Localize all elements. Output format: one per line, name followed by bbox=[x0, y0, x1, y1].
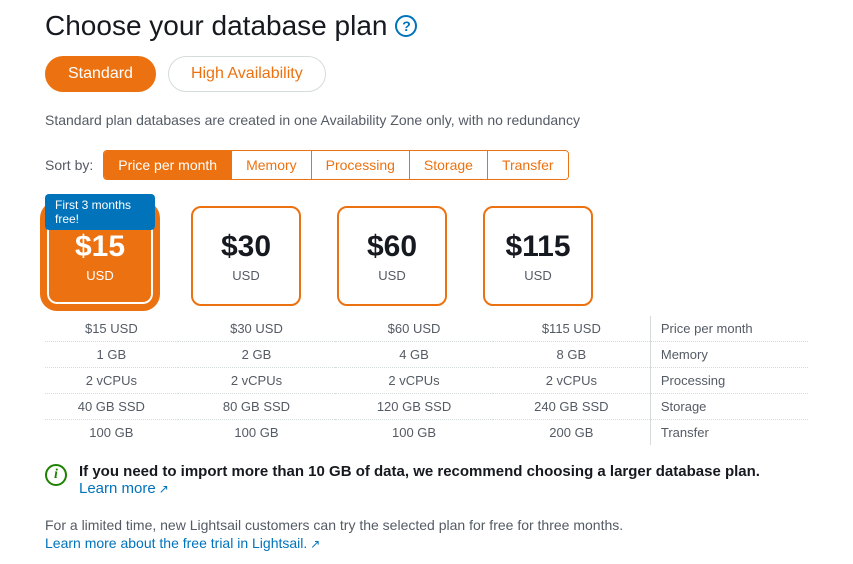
learn-more-link[interactable]: Learn more↗ bbox=[79, 480, 169, 497]
sort-memory[interactable]: Memory bbox=[232, 151, 312, 179]
spec-cell: 100 GB bbox=[178, 420, 336, 446]
spec-label: Memory bbox=[650, 342, 808, 368]
sort-label: Sort by: bbox=[45, 157, 93, 173]
sort-buttons: Price per month Memory Processing Storag… bbox=[103, 150, 568, 180]
spec-label: Price per month bbox=[650, 316, 808, 342]
spec-table: $15 USD$30 USD$60 USD$115 USDPrice per m… bbox=[45, 316, 808, 445]
spec-cell: $15 USD bbox=[45, 316, 178, 342]
external-link-icon: ↗ bbox=[159, 482, 169, 496]
plan-price: $115 bbox=[505, 230, 570, 264]
spec-cell: $30 USD bbox=[178, 316, 336, 342]
plan-currency: USD bbox=[232, 268, 259, 283]
sort-processing[interactable]: Processing bbox=[312, 151, 410, 179]
spec-cell: 1 GB bbox=[45, 342, 178, 368]
info-icon: i bbox=[45, 464, 67, 486]
spec-cell: 100 GB bbox=[45, 420, 178, 446]
footer-note: For a limited time, new Lightsail custom… bbox=[45, 517, 808, 533]
plan-card-30[interactable]: $30 USD bbox=[191, 206, 301, 306]
plan-card-60[interactable]: $60 USD bbox=[337, 206, 447, 306]
info-message: If you need to import more than 10 GB of… bbox=[79, 463, 760, 480]
plan-price: $15 bbox=[75, 230, 125, 264]
plan-currency: USD bbox=[86, 268, 113, 283]
footer-learn-more-link[interactable]: Learn more about the free trial in Light… bbox=[45, 535, 320, 551]
sort-storage[interactable]: Storage bbox=[410, 151, 488, 179]
promo-badge: First 3 months free! bbox=[45, 194, 155, 230]
plan-price: $60 bbox=[367, 230, 417, 264]
spec-label: Transfer bbox=[650, 420, 808, 446]
spec-cell: 200 GB bbox=[493, 420, 651, 446]
sort-price[interactable]: Price per month bbox=[104, 151, 232, 179]
page-title: Choose your database plan bbox=[45, 10, 387, 42]
plan-card-115[interactable]: $115 USD bbox=[483, 206, 593, 306]
spec-label: Storage bbox=[650, 394, 808, 420]
spec-cell: 2 vCPUs bbox=[178, 368, 336, 394]
spec-cell: 2 vCPUs bbox=[335, 368, 493, 394]
spec-cell: 4 GB bbox=[335, 342, 493, 368]
help-icon[interactable]: ? bbox=[395, 15, 417, 37]
plan-tabs: Standard High Availability bbox=[45, 56, 808, 92]
plan-price: $30 bbox=[221, 230, 271, 264]
spec-cell: 80 GB SSD bbox=[178, 394, 336, 420]
spec-cell: 40 GB SSD bbox=[45, 394, 178, 420]
spec-cell: 100 GB bbox=[335, 420, 493, 446]
plan-currency: USD bbox=[524, 268, 551, 283]
spec-label: Processing bbox=[650, 368, 808, 394]
spec-cell: $60 USD bbox=[335, 316, 493, 342]
sort-transfer[interactable]: Transfer bbox=[488, 151, 568, 179]
plan-currency: USD bbox=[378, 268, 405, 283]
spec-cell: 2 vCPUs bbox=[493, 368, 651, 394]
spec-cell: $115 USD bbox=[493, 316, 651, 342]
spec-cell: 240 GB SSD bbox=[493, 394, 651, 420]
spec-cell: 2 GB bbox=[178, 342, 336, 368]
spec-cell: 2 vCPUs bbox=[45, 368, 178, 394]
spec-cell: 8 GB bbox=[493, 342, 651, 368]
tab-high-availability[interactable]: High Availability bbox=[168, 56, 326, 92]
spec-cell: 120 GB SSD bbox=[335, 394, 493, 420]
external-link-icon: ↗ bbox=[310, 537, 320, 551]
tab-standard[interactable]: Standard bbox=[45, 56, 156, 92]
plan-description: Standard plan databases are created in o… bbox=[45, 112, 808, 128]
